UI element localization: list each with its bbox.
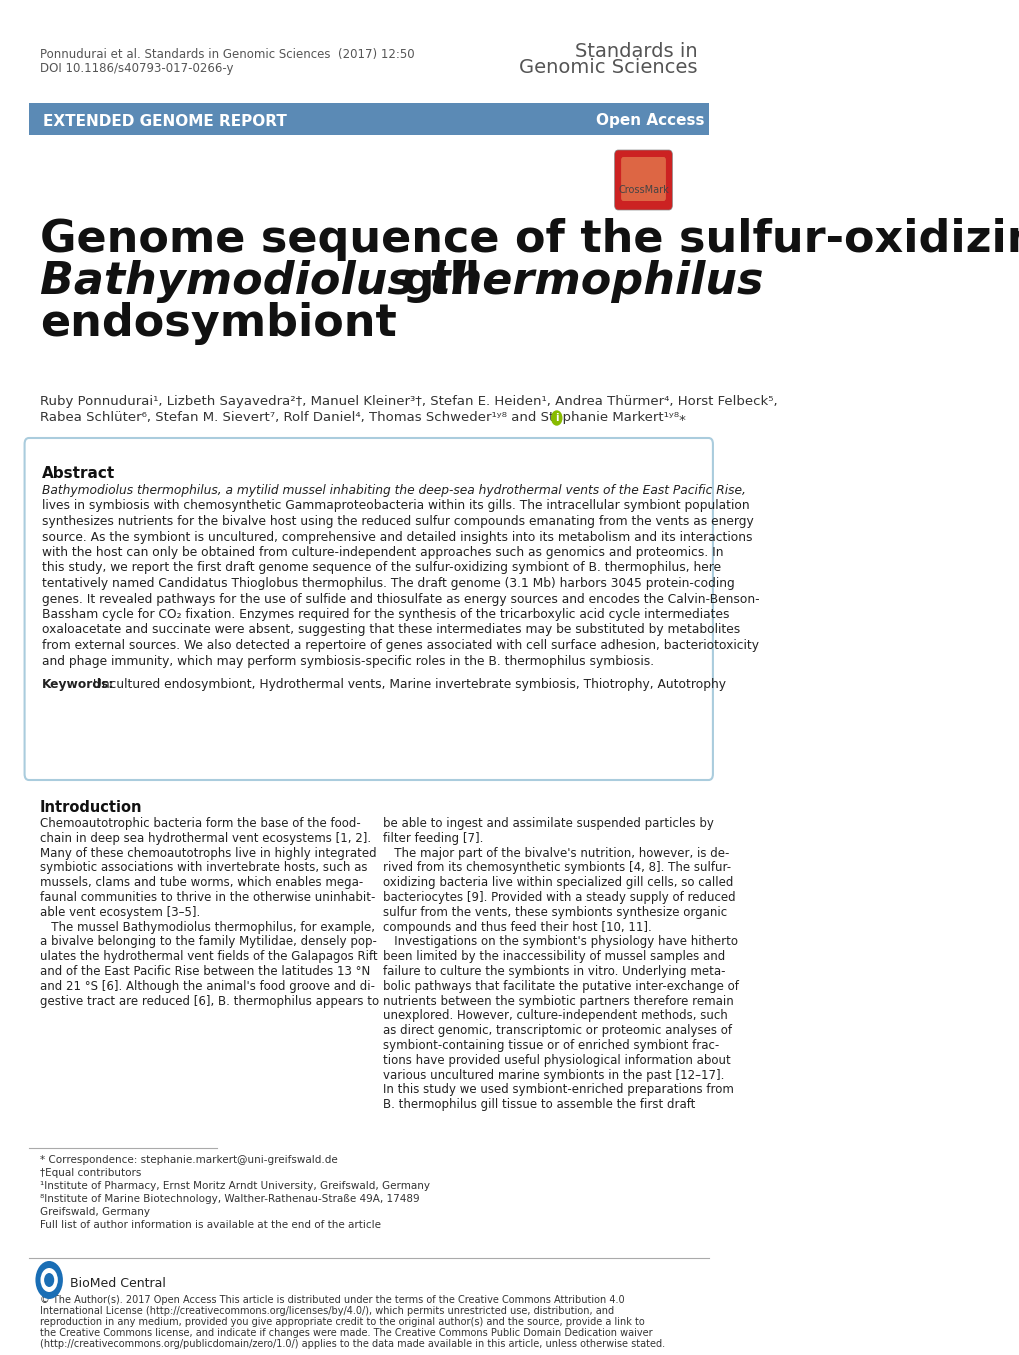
Text: ulates the hydrothermal vent fields of the Galapagos Rift: ulates the hydrothermal vent fields of t…	[40, 950, 377, 963]
Text: sulfur from the vents, these symbionts synthesize organic: sulfur from the vents, these symbionts s…	[383, 905, 727, 919]
Text: this study, we report the first draft genome sequence of the sulfur-oxidizing sy: this study, we report the first draft ge…	[42, 561, 720, 575]
Circle shape	[551, 411, 561, 425]
Text: the Creative Commons license, and indicate if changes were made. The Creative Co: the Creative Commons license, and indica…	[40, 1328, 652, 1337]
Text: source. As the symbiont is uncultured, comprehensive and detailed insights into : source. As the symbiont is uncultured, c…	[42, 531, 752, 543]
Text: ¹Institute of Pharmacy, Ernst Moritz Arndt University, Greifswald, Germany: ¹Institute of Pharmacy, Ernst Moritz Arn…	[40, 1182, 429, 1191]
Text: EXTENDED GENOME REPORT: EXTENDED GENOME REPORT	[44, 114, 287, 129]
Text: International License (http://creativecommons.org/licenses/by/4.0/), which permi: International License (http://creativeco…	[40, 1306, 613, 1316]
Text: chain in deep sea hydrothermal vent ecosystems [1, 2].: chain in deep sea hydrothermal vent ecos…	[40, 832, 371, 844]
Text: Bathymodiolus thermophilus: Bathymodiolus thermophilus	[40, 260, 762, 304]
Text: In this study we used symbiont-enriched preparations from: In this study we used symbiont-enriched …	[383, 1084, 734, 1096]
Text: reproduction in any medium, provided you give appropriate credit to the original: reproduction in any medium, provided you…	[40, 1317, 644, 1327]
Text: and phage immunity, which may perform symbiosis-specific roles in the B. thermop: and phage immunity, which may perform sy…	[42, 654, 653, 668]
Text: Keywords:: Keywords:	[42, 678, 114, 691]
Text: unexplored. However, culture-independent methods, such: unexplored. However, culture-independent…	[383, 1009, 728, 1023]
FancyBboxPatch shape	[621, 157, 665, 201]
Text: gill: gill	[386, 260, 480, 304]
Text: failure to culture the symbionts in vitro. Underlying meta-: failure to culture the symbionts in vitr…	[383, 965, 725, 978]
Text: a bivalve belonging to the family Mytilidae, densely pop-: a bivalve belonging to the family Mytili…	[40, 935, 376, 948]
Circle shape	[41, 1268, 58, 1293]
Text: Abstract: Abstract	[42, 466, 115, 481]
Text: The major part of the bivalve's nutrition, however, is de-: The major part of the bivalve's nutritio…	[383, 847, 729, 859]
Text: and of the East Pacific Rise between the latitudes 13 °N: and of the East Pacific Rise between the…	[40, 965, 370, 978]
Text: Bassham cycle for CO₂ fixation. Enzymes required for the synthesis of the tricar: Bassham cycle for CO₂ fixation. Enzymes …	[42, 608, 729, 621]
Text: and 21 °S [6]. Although the animal's food groove and di-: and 21 °S [6]. Although the animal's foo…	[40, 980, 374, 993]
Text: oxidizing bacteria live within specialized gill cells, so called: oxidizing bacteria live within specializ…	[383, 877, 733, 889]
Text: Uncultured endosymbiont, Hydrothermal vents, Marine invertebrate symbiosis, Thio: Uncultured endosymbiont, Hydrothermal ve…	[89, 678, 726, 691]
Text: Ruby Ponnudurai¹, Lizbeth Sayavedra²†, Manuel Kleiner³†, Stefan E. Heiden¹, Andr: Ruby Ponnudurai¹, Lizbeth Sayavedra²†, M…	[40, 396, 776, 408]
Text: symbiont-containing tissue or of enriched symbiont frac-: symbiont-containing tissue or of enriche…	[383, 1039, 718, 1051]
Text: been limited by the inaccessibility of mussel samples and: been limited by the inaccessibility of m…	[383, 950, 725, 963]
FancyBboxPatch shape	[29, 103, 708, 136]
Text: © The Author(s). 2017 Open Access This article is distributed under the terms of: © The Author(s). 2017 Open Access This a…	[40, 1295, 624, 1305]
Text: i: i	[554, 413, 558, 423]
Text: Genome sequence of the sulfur-oxidizing: Genome sequence of the sulfur-oxidizing	[40, 218, 1019, 262]
Text: Open Access: Open Access	[596, 114, 704, 129]
Text: lives in symbiosis with chemosynthetic Gammaproteobacteria within its gills. The: lives in symbiosis with chemosynthetic G…	[42, 500, 749, 512]
Circle shape	[44, 1272, 54, 1287]
Text: Many of these chemoautotrophs live in highly integrated: Many of these chemoautotrophs live in hi…	[40, 847, 376, 859]
Text: tions have provided useful physiological information about: tions have provided useful physiological…	[383, 1054, 731, 1066]
Text: Chemoautotrophic bacteria form the base of the food-: Chemoautotrophic bacteria form the base …	[40, 817, 360, 831]
Text: Genomic Sciences: Genomic Sciences	[519, 58, 697, 77]
Text: with the host can only be obtained from culture-independent approaches such as g: with the host can only be obtained from …	[42, 546, 722, 560]
FancyBboxPatch shape	[614, 150, 672, 210]
Text: †Equal contributors: †Equal contributors	[40, 1168, 141, 1177]
Text: as direct genomic, transcriptomic or proteomic analyses of: as direct genomic, transcriptomic or pro…	[383, 1024, 732, 1037]
Text: filter feeding [7].: filter feeding [7].	[383, 832, 483, 844]
Text: Standards in: Standards in	[575, 42, 697, 61]
Text: synthesizes nutrients for the bivalve host using the reduced sulfur compounds em: synthesizes nutrients for the bivalve ho…	[42, 515, 753, 528]
Text: Bathymodiolus thermophilus, a mytilid mussel inhabiting the deep-sea hydrotherma: Bathymodiolus thermophilus, a mytilid mu…	[42, 484, 745, 497]
Text: various uncultured marine symbionts in the past [12–17].: various uncultured marine symbionts in t…	[383, 1069, 723, 1081]
Text: from external sources. We also detected a repertoire of genes associated with ce: from external sources. We also detected …	[42, 640, 758, 652]
Text: Investigations on the symbiont's physiology have hitherto: Investigations on the symbiont's physiol…	[383, 935, 738, 948]
Text: Ponnudurai et al. Standards in Genomic Sciences  (2017) 12:50: Ponnudurai et al. Standards in Genomic S…	[40, 47, 414, 61]
Text: Rabea Schlüter⁶, Stefan M. Sievert⁷, Rolf Daniel⁴, Thomas Schweder¹ʸ⁸ and Stepha: Rabea Schlüter⁶, Stefan M. Sievert⁷, Rol…	[40, 411, 685, 424]
Text: bacteriocytes [9]. Provided with a steady supply of reduced: bacteriocytes [9]. Provided with a stead…	[383, 892, 735, 904]
Text: Introduction: Introduction	[40, 799, 142, 814]
Text: mussels, clams and tube worms, which enables mega-: mussels, clams and tube worms, which ena…	[40, 877, 363, 889]
Text: DOI 10.1186/s40793-017-0266-y: DOI 10.1186/s40793-017-0266-y	[40, 62, 233, 75]
Text: rived from its chemosynthetic symbionts [4, 8]. The sulfur-: rived from its chemosynthetic symbionts …	[383, 862, 731, 874]
Text: genes. It revealed pathways for the use of sulfide and thiosulfate as energy sou: genes. It revealed pathways for the use …	[42, 592, 759, 606]
Text: BioMed Central: BioMed Central	[70, 1276, 166, 1290]
Text: gestive tract are reduced [6], B. thermophilus appears to: gestive tract are reduced [6], B. thermo…	[40, 995, 378, 1008]
Text: Greifswald, Germany: Greifswald, Germany	[40, 1207, 150, 1217]
Text: be able to ingest and assimilate suspended particles by: be able to ingest and assimilate suspend…	[383, 817, 713, 831]
Text: faunal communities to thrive in the otherwise uninhabit-: faunal communities to thrive in the othe…	[40, 892, 375, 904]
Text: tentatively named Candidatus Thioglobus thermophilus. The draft genome (3.1 Mb) : tentatively named Candidatus Thioglobus …	[42, 577, 734, 589]
Text: * Correspondence: stephanie.markert@uni-greifswald.de: * Correspondence: stephanie.markert@uni-…	[40, 1154, 337, 1165]
Text: oxaloacetate and succinate were absent, suggesting that these intermediates may : oxaloacetate and succinate were absent, …	[42, 623, 740, 637]
Text: symbiotic associations with invertebrate hosts, such as: symbiotic associations with invertebrate…	[40, 862, 367, 874]
FancyBboxPatch shape	[24, 438, 712, 780]
Text: bolic pathways that facilitate the putative inter-exchange of: bolic pathways that facilitate the putat…	[383, 980, 739, 993]
Text: endosymbiont: endosymbiont	[40, 302, 396, 346]
Circle shape	[36, 1262, 63, 1299]
Text: CrossMark: CrossMark	[618, 186, 668, 195]
Text: ⁸Institute of Marine Biotechnology, Walther-Rathenau-Straße 49A, 17489: ⁸Institute of Marine Biotechnology, Walt…	[40, 1194, 419, 1205]
Text: (http://creativecommons.org/publicdomain/zero/1.0/) applies to the data made ava: (http://creativecommons.org/publicdomain…	[40, 1339, 664, 1350]
Text: B. thermophilus gill tissue to assemble the first draft: B. thermophilus gill tissue to assemble …	[383, 1098, 695, 1111]
Text: Full list of author information is available at the end of the article: Full list of author information is avail…	[40, 1220, 380, 1230]
Text: The mussel Bathymodiolus thermophilus, for example,: The mussel Bathymodiolus thermophilus, f…	[40, 920, 374, 934]
Text: compounds and thus feed their host [10, 11].: compounds and thus feed their host [10, …	[383, 920, 651, 934]
Text: nutrients between the symbiotic partners therefore remain: nutrients between the symbiotic partners…	[383, 995, 734, 1008]
Text: able vent ecosystem [3–5].: able vent ecosystem [3–5].	[40, 905, 200, 919]
